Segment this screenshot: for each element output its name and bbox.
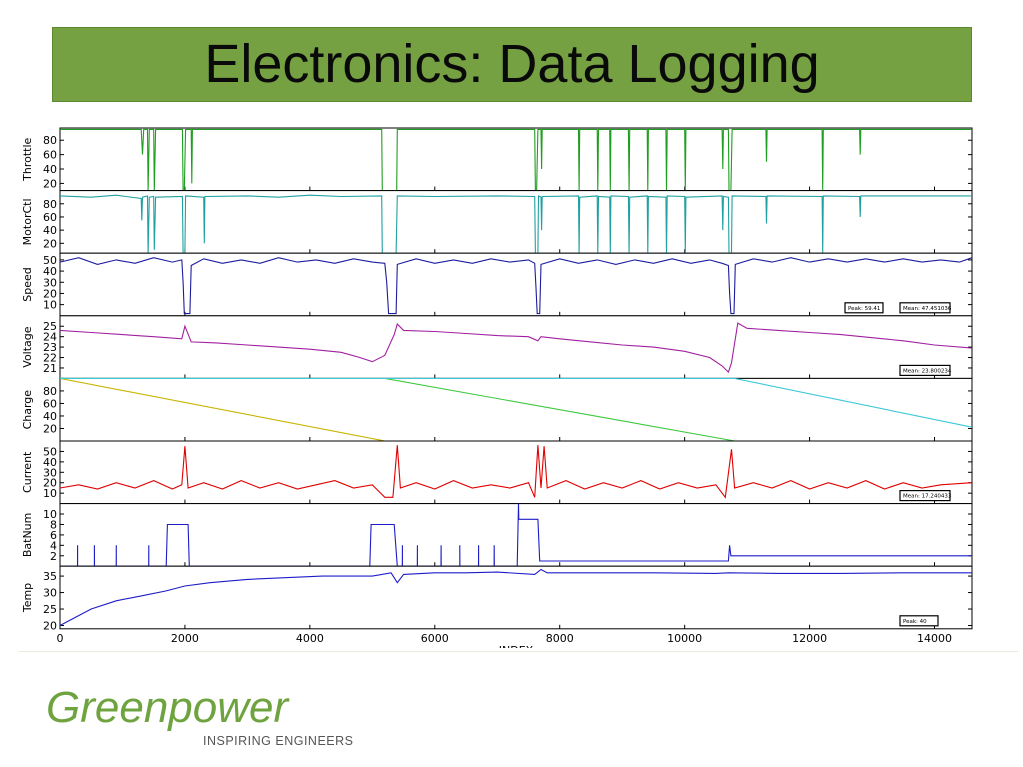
y-tick-label-throttle: 60	[43, 149, 57, 162]
y-tick-label-temp: 35	[43, 570, 57, 583]
annotation-box-voltage	[899, 364, 951, 376]
y-tick-label-batnum: 4	[50, 539, 57, 552]
panel-frame-motorctl	[59, 190, 973, 254]
y-tick-label-speed: 30	[43, 276, 57, 289]
annotation-box-speed	[844, 302, 884, 314]
y-label-voltage: Voltage	[21, 326, 34, 367]
y-tick-label-speed: 40	[43, 265, 57, 278]
annotation-box-speed	[899, 302, 951, 314]
panel-frame-batnum	[59, 503, 973, 567]
y-tick-label-throttle: 20	[43, 177, 57, 190]
panel-frame-temp	[59, 565, 973, 630]
x-tick-label: 4000	[296, 632, 324, 645]
x-tick-label: 14000	[917, 632, 952, 645]
series-line-temp	[59, 568, 972, 626]
y-label-motorctl: MotorCtl	[21, 198, 34, 245]
y-tick-label-temp: 25	[43, 603, 57, 616]
y-tick-label-speed: 50	[43, 254, 57, 267]
annotation-text-voltage: Mean: 23.800234	[903, 368, 952, 374]
data-logging-chart: 20406080Throttle20406080MotorCtl10203040…	[21, 127, 973, 648]
y-tick-label-throttle: 80	[43, 134, 57, 147]
y-tick-label-voltage: 22	[43, 352, 57, 365]
x-tick-label: 0	[57, 632, 64, 645]
y-tick-label-motorctl: 80	[43, 198, 57, 211]
y-tick-label-motorctl: 40	[43, 224, 57, 237]
separator-line	[18, 651, 1018, 652]
annotation-text-temp: Peak: 40	[903, 619, 927, 625]
annotation-box-current	[899, 490, 951, 502]
greenpower-logo: Greenpower INSPIRING ENGINEERS	[46, 686, 366, 752]
series-line-speed	[59, 257, 973, 315]
y-tick-label-charge: 60	[43, 397, 57, 410]
logo-tagline: INSPIRING ENGINEERS	[203, 734, 354, 748]
x-tick-label: 12000	[792, 632, 827, 645]
panel-frame-voltage	[59, 315, 973, 379]
y-tick-label-motorctl: 60	[43, 211, 57, 224]
y-label-batnum: BatNum	[21, 513, 34, 558]
x-axis-label: INDEX	[499, 644, 534, 648]
annotation-box-temp	[899, 615, 939, 627]
series-line-current	[59, 445, 973, 499]
title-bar: Electronics: Data Logging	[52, 27, 972, 102]
annotation-text-speed: Peak: 59.41	[848, 306, 880, 312]
y-tick-label-current: 20	[43, 477, 57, 490]
x-tick-label: 10000	[667, 632, 702, 645]
series-line-voltage	[59, 322, 973, 374]
series-line-charge-3	[60, 377, 973, 428]
y-tick-label-speed: 10	[43, 299, 57, 312]
y-tick-label-temp: 20	[43, 620, 57, 633]
annotation-text-current: Mean: 17.240433	[903, 494, 952, 500]
y-label-charge: Charge	[21, 390, 34, 430]
y-label-throttle: Throttle	[21, 137, 34, 181]
y-tick-label-batnum: 8	[50, 518, 57, 531]
y-tick-label-throttle: 40	[43, 163, 57, 176]
panel-frame-throttle	[59, 127, 973, 192]
x-tick-label: 6000	[421, 632, 449, 645]
y-tick-label-voltage: 25	[43, 320, 57, 333]
y-tick-label-voltage: 21	[43, 362, 57, 375]
slide-title: Electronics: Data Logging	[204, 34, 820, 94]
y-tick-label-voltage: 23	[43, 341, 57, 354]
y-tick-label-charge: 80	[43, 385, 57, 398]
series-line-motorctl	[59, 194, 972, 254]
y-tick-label-current: 50	[43, 445, 57, 458]
y-tick-label-charge: 40	[43, 410, 57, 423]
y-label-temp: Temp	[21, 583, 34, 613]
x-tick-label: 8000	[546, 632, 574, 645]
y-tick-label-current: 40	[43, 456, 57, 469]
y-label-current: Current	[21, 451, 34, 493]
x-tick-label: 2000	[171, 632, 199, 645]
y-tick-label-voltage: 24	[43, 331, 57, 344]
y-tick-label-batnum: 2	[50, 550, 57, 563]
y-label-speed: Speed	[21, 267, 34, 301]
annotation-text-speed: Mean: 47.451036	[903, 306, 952, 312]
y-tick-label-batnum: 6	[50, 529, 57, 542]
figure-area: 20 40 60 80 Throttle 20 40 60 80 MotorCtl 10 20 30 40…	[0, 118, 1023, 648]
y-tick-label-temp: 30	[43, 587, 57, 600]
panel-frame-charge	[59, 377, 973, 442]
y-tick-label-motorctl: 20	[43, 237, 57, 250]
y-tick-label-current: 10	[43, 487, 57, 500]
panel-frame-speed	[59, 252, 973, 317]
y-tick-label-charge: 20	[43, 422, 57, 435]
y-tick-label-current: 30	[43, 466, 57, 479]
y-tick-label-speed: 20	[43, 287, 57, 300]
logo-brand: Greenpower	[46, 683, 289, 732]
y-tick-label-batnum: 10	[43, 508, 57, 521]
panel-frame-current	[59, 440, 973, 505]
